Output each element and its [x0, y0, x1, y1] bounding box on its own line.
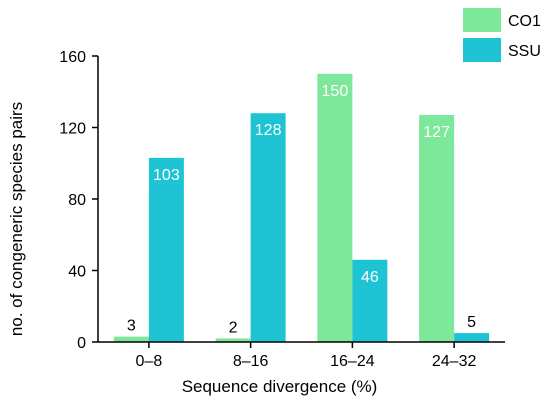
- bar-co1-3: [317, 73, 353, 342]
- y-tick-label: 160: [59, 49, 86, 66]
- y-axis-label: no. of congeneric species pairs: [7, 102, 26, 336]
- bar-co1-1: [113, 336, 149, 342]
- x-tick-label: 8–16: [233, 353, 269, 370]
- x-axis-label: Sequence divergence (%): [182, 377, 378, 396]
- y-tick-label: 40: [68, 264, 86, 281]
- legend-swatch-co1: [463, 8, 501, 32]
- data-label: 5: [467, 314, 476, 331]
- x-tick-label: 16–24: [330, 353, 375, 370]
- data-label: 2: [229, 319, 238, 336]
- bar-ssu-1: [148, 157, 184, 342]
- data-labels-group: 3 103 2 128 150 46 127 5: [127, 83, 476, 337]
- y-ticks-group: 0 40 80 120 160: [59, 49, 98, 352]
- bar-ssu-4: [454, 333, 490, 342]
- bar-ssu-3: [352, 259, 388, 342]
- bar-co1-4: [419, 114, 455, 342]
- y-tick-label: 80: [68, 192, 86, 209]
- data-label: 3: [127, 318, 136, 335]
- legend-swatch-ssu: [463, 38, 501, 62]
- x-tick-label: 0–8: [136, 353, 163, 370]
- x-tick-label: 24–32: [432, 353, 477, 370]
- legend-label-co1: CO1: [508, 13, 541, 30]
- data-label: 128: [255, 122, 282, 139]
- bar-ssu-2: [250, 113, 286, 342]
- bars-group: [113, 73, 490, 342]
- y-tick-label: 120: [59, 121, 86, 138]
- legend: CO1 SSU: [463, 8, 541, 62]
- data-label: 46: [361, 269, 379, 286]
- x-ticks-group: 0–8 8–16 16–24 24–32: [136, 342, 477, 370]
- data-label: 150: [322, 83, 349, 100]
- legend-label-ssu: SSU: [508, 43, 541, 60]
- data-label: 127: [423, 124, 450, 141]
- bar-co1-2: [215, 338, 251, 342]
- data-label: 103: [153, 167, 180, 184]
- y-tick-label: 0: [77, 335, 86, 352]
